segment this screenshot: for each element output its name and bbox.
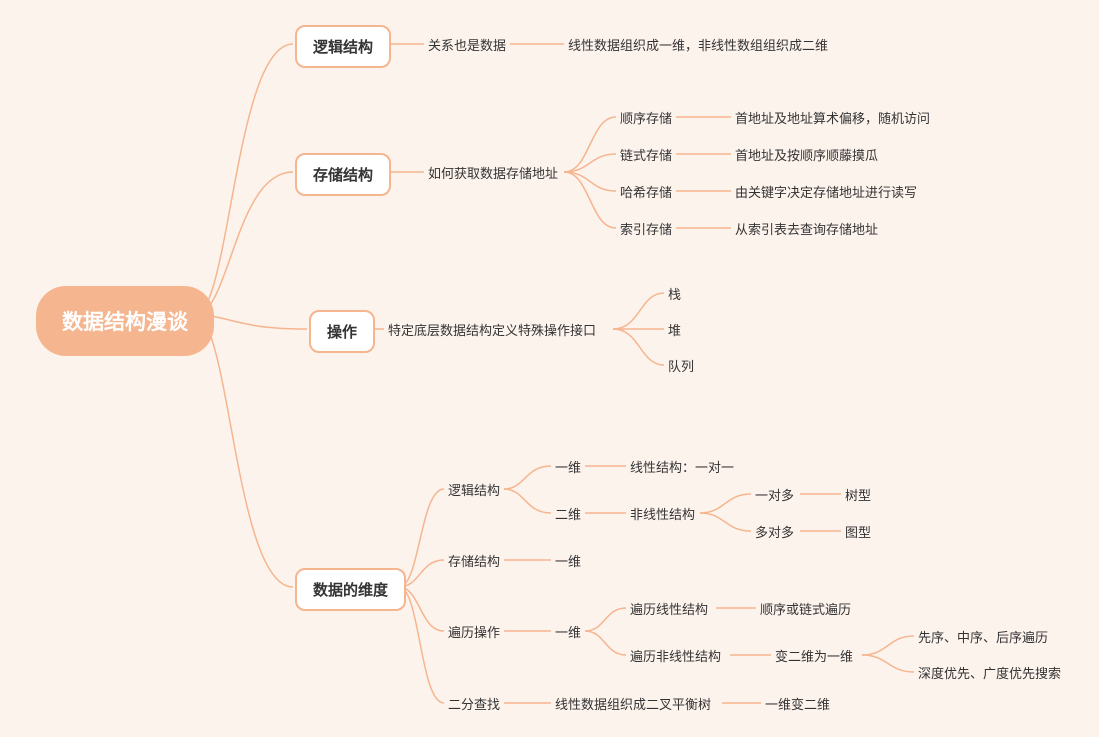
text-node-27: 一维 bbox=[555, 622, 581, 641]
text-node-16: 一维 bbox=[555, 457, 581, 476]
branch-node-2: 操作 bbox=[309, 310, 375, 353]
text-node-23: 图型 bbox=[845, 522, 871, 541]
text-node-9: 索引存储 bbox=[620, 219, 672, 238]
text-node-35: 线性数据组织成二叉平衡树 bbox=[555, 694, 711, 713]
text-node-31: 变二维为一维 bbox=[775, 646, 853, 665]
text-node-32: 先序、中序、后序遍历 bbox=[918, 627, 1048, 646]
text-node-34: 二分查找 bbox=[448, 694, 500, 713]
text-node-20: 一对多 bbox=[755, 485, 794, 504]
edge-37 bbox=[862, 636, 914, 655]
text-node-17: 线性结构：一对一 bbox=[630, 457, 734, 476]
edge-9 bbox=[564, 172, 616, 191]
text-node-5: 链式存储 bbox=[620, 145, 672, 164]
text-node-33: 深度优先、广度优先搜索 bbox=[918, 663, 1061, 682]
text-node-12: 栈 bbox=[668, 284, 681, 303]
edge-1 bbox=[195, 172, 293, 315]
text-node-6: 首地址及按顺序顺藤摸瓜 bbox=[735, 145, 878, 164]
edge-24 bbox=[504, 489, 551, 513]
text-node-21: 树型 bbox=[845, 485, 871, 504]
text-node-22: 多对多 bbox=[755, 522, 794, 541]
edge-3 bbox=[195, 315, 293, 587]
text-node-14: 队列 bbox=[668, 356, 694, 375]
edge-16 bbox=[613, 293, 664, 329]
edge-0 bbox=[195, 44, 293, 315]
edge-34 bbox=[585, 631, 626, 655]
text-node-7: 哈希存储 bbox=[620, 182, 672, 201]
text-node-30: 遍历非线性结构 bbox=[630, 646, 721, 665]
text-node-1: 线性数据组织成一维，非线性数组组织成二维 bbox=[568, 35, 828, 54]
branch-node-1: 存储结构 bbox=[295, 153, 391, 196]
edge-33 bbox=[585, 608, 626, 631]
text-node-11: 特定底层数据结构定义特殊操作接口 bbox=[388, 320, 596, 339]
branch-node-3: 数据的维度 bbox=[295, 568, 406, 611]
text-node-26: 遍历操作 bbox=[448, 622, 500, 641]
edge-27 bbox=[700, 494, 751, 513]
edge-10 bbox=[564, 172, 616, 228]
branch-node-0: 逻辑结构 bbox=[295, 25, 391, 68]
text-node-36: 一维变二维 bbox=[765, 694, 830, 713]
text-node-0: 关系也是数据 bbox=[428, 35, 506, 54]
text-node-18: 二维 bbox=[555, 504, 581, 523]
text-node-29: 顺序或链式遍历 bbox=[760, 599, 851, 618]
edge-22 bbox=[399, 587, 444, 703]
text-node-28: 遍历线性结构 bbox=[630, 599, 708, 618]
text-node-25: 一维 bbox=[555, 551, 581, 570]
root-node: 数据结构漫谈 bbox=[36, 286, 214, 356]
edge-18 bbox=[613, 329, 664, 365]
text-node-10: 从索引表去查询存储地址 bbox=[735, 219, 878, 238]
text-node-2: 如何获取数据存储地址 bbox=[428, 163, 558, 182]
text-node-3: 顺序存储 bbox=[620, 108, 672, 127]
edge-23 bbox=[504, 466, 551, 489]
text-node-15: 逻辑结构 bbox=[448, 480, 500, 499]
edge-28 bbox=[700, 513, 751, 531]
text-node-13: 堆 bbox=[668, 320, 681, 339]
edge-38 bbox=[862, 655, 914, 672]
text-node-8: 由关键字决定存储地址进行读写 bbox=[735, 182, 917, 201]
text-node-24: 存储结构 bbox=[448, 551, 500, 570]
text-node-4: 首地址及地址算术偏移，随机访问 bbox=[735, 108, 930, 127]
text-node-19: 非线性结构 bbox=[630, 504, 695, 523]
